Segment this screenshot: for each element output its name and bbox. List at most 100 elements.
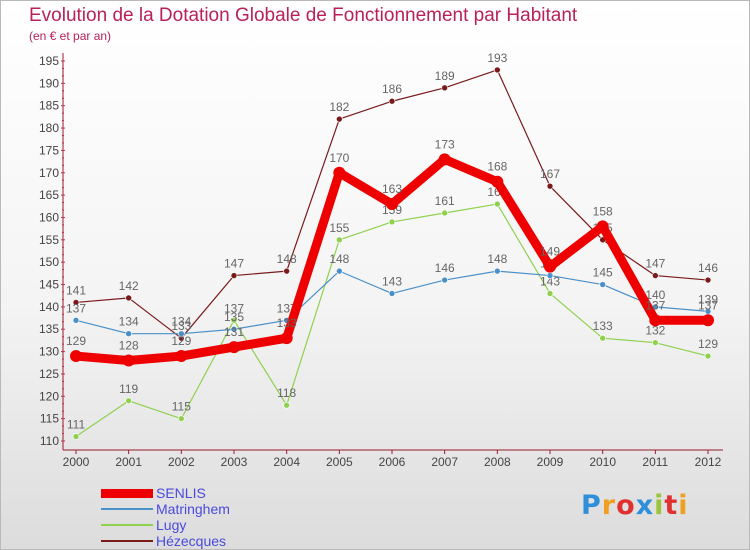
data-point [336,267,343,275]
data-point [280,332,293,345]
data-point [596,220,609,233]
y-tick-label: 195 [39,54,59,68]
x-tick-label: 2003 [221,455,248,469]
y-tick-label: 125 [39,367,59,381]
data-point [704,276,712,284]
data-label: 140 [645,288,665,302]
legend-label: Matringhem [156,501,230,517]
x-tick-label: 2006 [379,455,406,469]
data-label: 137 [66,301,86,315]
data-point [72,316,80,324]
legend-swatch [101,489,153,498]
data-point [704,352,712,360]
data-point [702,314,714,327]
x-tick-label: 2002 [168,455,195,469]
data-point [70,350,82,363]
data-point [230,325,238,333]
data-point [72,299,80,306]
legend: SENLIS Matringhem Lugy Hézecques [101,485,301,549]
data-label: 186 [382,82,402,96]
data-point [546,290,554,297]
data-point [649,314,662,327]
data-label: 168 [487,160,507,174]
data-label: 134 [119,315,139,329]
y-tick-label: 155 [39,233,59,247]
y-tick-label: 180 [39,121,59,135]
data-point [333,166,346,179]
x-tick-label: 2007 [431,455,458,469]
y-tick-label: 150 [39,255,59,269]
x-tick-label: 2004 [273,455,300,469]
data-label: 119 [119,382,138,396]
y-tick-label: 140 [39,300,59,314]
y-tick-label: 160 [39,210,59,224]
data-label: 129 [698,337,718,351]
y-tick-label: 190 [39,76,59,90]
data-point [546,182,554,190]
chart-title: Evolution de la Dotation Globale de Fonc… [29,5,578,26]
legend-swatch [101,524,153,526]
data-point [599,334,606,342]
y-tick-label: 170 [39,166,59,180]
y-tick-label: 175 [39,143,59,157]
data-label: 135 [224,310,244,324]
data-point [494,200,501,208]
y-tick-label: 130 [39,345,59,359]
data-label: 193 [487,51,507,65]
x-tick-label: 2005 [326,455,353,469]
data-point [388,290,396,297]
data-label: 141 [66,283,86,297]
data-label: 163 [382,182,402,196]
data-label: 148 [329,252,349,266]
legend-item: SENLIS [101,485,301,501]
data-point [544,260,556,273]
data-label: 115 [172,400,191,414]
logo-letter: t [664,490,679,521]
data-point [494,267,501,275]
legend-swatch [101,540,153,542]
legend-label: Hézecques [156,533,227,549]
y-tick-label: 120 [39,389,59,403]
data-label: 137 [224,301,244,315]
y-tick-label: 110 [40,434,59,448]
legend-item: Matringhem [101,501,301,517]
legend-label: Lugy [156,517,187,533]
y-tick-label: 115 [40,412,59,426]
data-label: 143 [382,274,402,288]
data-label: 148 [487,252,507,266]
x-tick-label: 2010 [589,455,616,469]
data-point [441,209,448,217]
logo-letter: i [654,490,665,521]
x-tick-label: 2009 [537,455,564,469]
legend-item: Lugy [101,517,301,533]
data-point [336,115,343,123]
data-label: 147 [224,257,244,271]
data-label: 133 [171,319,191,333]
data-point [494,66,501,74]
data-point [122,354,135,367]
data-point [228,341,240,354]
data-point [386,198,398,211]
data-label: 148 [277,252,297,266]
data-label: 173 [435,137,455,151]
data-label: 118 [277,386,296,400]
logo-letter: r [601,490,617,521]
data-label: 129 [171,334,191,348]
data-point [491,175,504,188]
data-label: 133 [277,316,297,330]
proxiti-logo: Proxiti [581,490,689,521]
data-point [178,415,185,422]
legend-label: SENLIS [156,485,206,501]
data-point [599,281,606,288]
y-tick-label: 165 [39,188,59,202]
x-tick-label: 2001 [115,455,142,469]
data-label: 189 [435,69,455,83]
data-label: 133 [593,319,613,333]
data-label: 143 [540,274,560,288]
data-point [230,316,238,324]
data-label: 145 [593,266,613,280]
data-point [336,236,343,244]
data-label: 149 [540,245,560,259]
